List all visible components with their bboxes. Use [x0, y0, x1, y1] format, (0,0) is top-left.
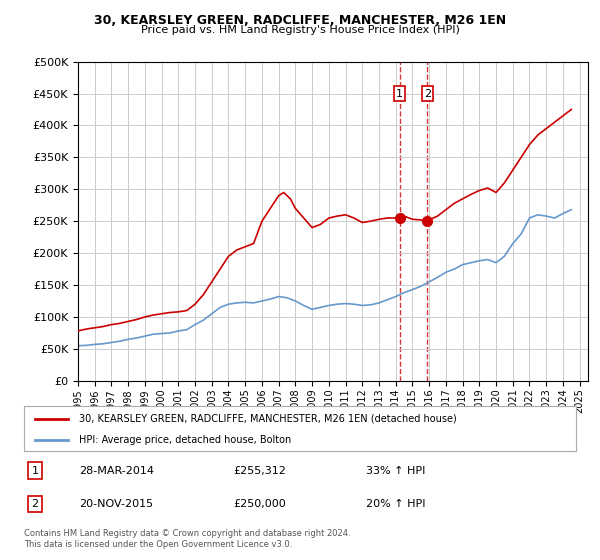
- Text: 28-MAR-2014: 28-MAR-2014: [79, 465, 154, 475]
- Text: £250,000: £250,000: [234, 499, 287, 509]
- Text: Contains HM Land Registry data © Crown copyright and database right 2024.
This d: Contains HM Land Registry data © Crown c…: [24, 529, 350, 549]
- Text: £255,312: £255,312: [234, 465, 287, 475]
- Text: Price paid vs. HM Land Registry's House Price Index (HPI): Price paid vs. HM Land Registry's House …: [140, 25, 460, 35]
- Text: 30, KEARSLEY GREEN, RADCLIFFE, MANCHESTER, M26 1EN (detached house): 30, KEARSLEY GREEN, RADCLIFFE, MANCHESTE…: [79, 413, 457, 423]
- Text: HPI: Average price, detached house, Bolton: HPI: Average price, detached house, Bolt…: [79, 435, 292, 445]
- Text: 33% ↑ HPI: 33% ↑ HPI: [366, 465, 425, 475]
- Text: 20% ↑ HPI: 20% ↑ HPI: [366, 499, 426, 509]
- Text: 1: 1: [396, 88, 403, 99]
- Text: 2: 2: [424, 88, 431, 99]
- Text: 30, KEARSLEY GREEN, RADCLIFFE, MANCHESTER, M26 1EN: 30, KEARSLEY GREEN, RADCLIFFE, MANCHESTE…: [94, 14, 506, 27]
- Text: 20-NOV-2015: 20-NOV-2015: [79, 499, 154, 509]
- Text: 1: 1: [32, 465, 38, 475]
- Text: 2: 2: [31, 499, 38, 509]
